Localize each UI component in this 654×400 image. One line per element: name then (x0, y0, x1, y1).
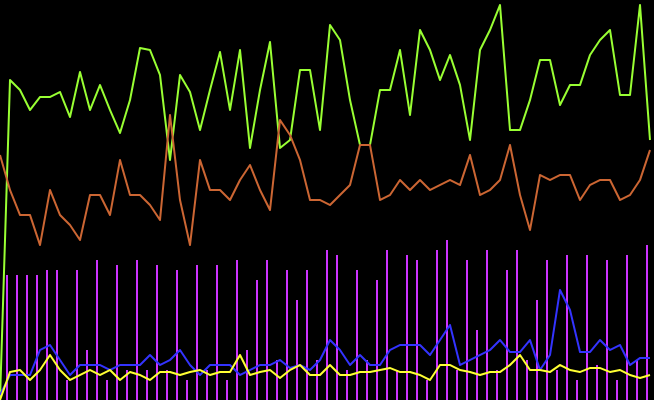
bar (346, 370, 348, 400)
line (0, 354, 651, 400)
bar (6, 275, 8, 400)
bar (286, 270, 288, 400)
bar (296, 300, 298, 400)
bar (576, 380, 578, 400)
bar (456, 370, 458, 400)
bar (216, 265, 218, 400)
bar (206, 370, 208, 400)
bar (506, 270, 508, 400)
bar (136, 260, 138, 400)
bar (606, 260, 608, 400)
line (0, 4, 651, 400)
bar (526, 360, 528, 400)
line (0, 289, 650, 396)
bar (246, 350, 248, 400)
bar (166, 370, 168, 400)
bar (336, 255, 338, 400)
bar (396, 370, 398, 400)
bar (446, 240, 448, 400)
bar (186, 380, 188, 400)
bar (236, 260, 238, 400)
bar (546, 260, 548, 400)
bar (616, 380, 618, 400)
bar (276, 360, 278, 400)
bar (46, 270, 48, 400)
bar (636, 360, 638, 400)
bar (406, 255, 408, 400)
bar (326, 250, 328, 400)
bar (316, 360, 318, 400)
bar (126, 370, 128, 400)
bar (196, 265, 198, 400)
bar (516, 250, 518, 400)
bar (416, 260, 418, 400)
bar (466, 260, 468, 400)
bar (266, 260, 268, 400)
bar (426, 380, 428, 400)
bar (176, 270, 178, 400)
bar (96, 260, 98, 400)
bar (36, 275, 38, 400)
bar (556, 370, 558, 400)
bar (306, 270, 308, 400)
bar (146, 370, 148, 400)
bar (66, 380, 68, 400)
bar (106, 380, 108, 400)
bar (86, 350, 88, 400)
bar (626, 255, 628, 400)
bar (536, 300, 538, 400)
bar (436, 250, 438, 400)
bar (366, 360, 368, 400)
bar (476, 330, 478, 400)
bar (226, 380, 228, 400)
bar (256, 280, 258, 400)
bar (596, 365, 598, 400)
bar (486, 250, 488, 400)
bar (646, 245, 648, 400)
bar (116, 265, 118, 400)
bar (76, 270, 78, 400)
bar (376, 280, 378, 400)
bar (356, 270, 358, 400)
bar (16, 275, 18, 400)
bar (156, 265, 158, 400)
bar (56, 270, 58, 400)
bar (26, 275, 28, 400)
line (0, 114, 651, 246)
bar (586, 255, 588, 400)
bar (386, 250, 388, 400)
bar (566, 255, 568, 400)
bar (496, 370, 498, 400)
